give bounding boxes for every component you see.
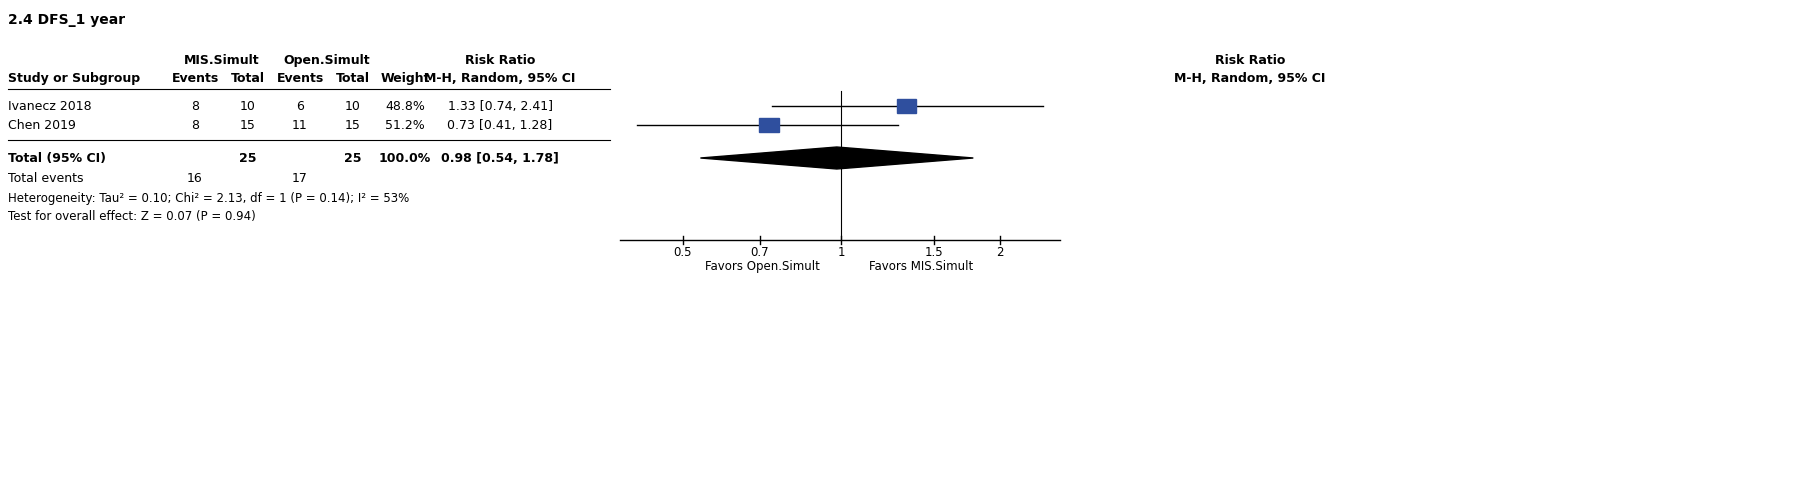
Text: 51.2%: 51.2%: [386, 119, 425, 131]
Text: 48.8%: 48.8%: [386, 99, 425, 112]
Text: 1: 1: [838, 246, 845, 259]
Text: 1.33 [0.74, 2.41]: 1.33 [0.74, 2.41]: [447, 99, 552, 112]
Text: Study or Subgroup: Study or Subgroup: [7, 72, 139, 85]
Text: 2: 2: [996, 246, 1005, 259]
Text: 17: 17: [291, 172, 308, 185]
Text: 0.73 [0.41, 1.28]: 0.73 [0.41, 1.28]: [447, 119, 552, 131]
Text: MIS.Simult: MIS.Simult: [183, 54, 259, 66]
Text: M-H, Random, 95% CI: M-H, Random, 95% CI: [424, 72, 576, 85]
Text: Ivanecz 2018: Ivanecz 2018: [7, 99, 92, 112]
Text: 1.5: 1.5: [925, 246, 943, 259]
Text: Risk Ratio: Risk Ratio: [1215, 54, 1285, 66]
Text: 25: 25: [344, 152, 362, 164]
Text: Heterogeneity: Tau² = 0.10; Chi² = 2.13, df = 1 (P = 0.14); I² = 53%: Heterogeneity: Tau² = 0.10; Chi² = 2.13,…: [7, 192, 409, 205]
Text: 25: 25: [239, 152, 257, 164]
Text: Chen 2019: Chen 2019: [7, 119, 76, 131]
Bar: [760, 118, 780, 132]
Text: Events: Events: [172, 72, 219, 85]
Text: Weight: Weight: [380, 72, 429, 85]
Text: 0.5: 0.5: [673, 246, 691, 259]
Text: 2.4 DFS_1 year: 2.4 DFS_1 year: [7, 13, 125, 27]
Text: 8: 8: [192, 119, 199, 131]
Text: 10: 10: [346, 99, 360, 112]
Text: 11: 11: [291, 119, 308, 131]
Text: 10: 10: [241, 99, 255, 112]
Text: 6: 6: [297, 99, 304, 112]
Text: Risk Ratio: Risk Ratio: [465, 54, 536, 66]
Text: 8: 8: [192, 99, 199, 112]
Text: Events: Events: [277, 72, 324, 85]
Text: 15: 15: [346, 119, 360, 131]
Text: 0.98 [0.54, 1.78]: 0.98 [0.54, 1.78]: [442, 152, 559, 164]
Text: Total events: Total events: [7, 172, 83, 185]
Text: 100.0%: 100.0%: [378, 152, 431, 164]
Text: Favors Open.Simult: Favors Open.Simult: [704, 260, 820, 273]
Text: Total: Total: [337, 72, 369, 85]
Text: Total: Total: [232, 72, 264, 85]
Text: Total (95% CI): Total (95% CI): [7, 152, 107, 164]
Text: 16: 16: [186, 172, 203, 185]
Text: Favors MIS.Simult: Favors MIS.Simult: [869, 260, 972, 273]
Bar: [898, 99, 916, 113]
Text: Test for overall effect: Z = 0.07 (P = 0.94): Test for overall effect: Z = 0.07 (P = 0…: [7, 209, 255, 222]
Polygon shape: [700, 147, 974, 169]
Text: 0.7: 0.7: [751, 246, 769, 259]
Text: M-H, Random, 95% CI: M-H, Random, 95% CI: [1175, 72, 1325, 85]
Text: Open.Simult: Open.Simult: [282, 54, 369, 66]
Text: 15: 15: [241, 119, 255, 131]
